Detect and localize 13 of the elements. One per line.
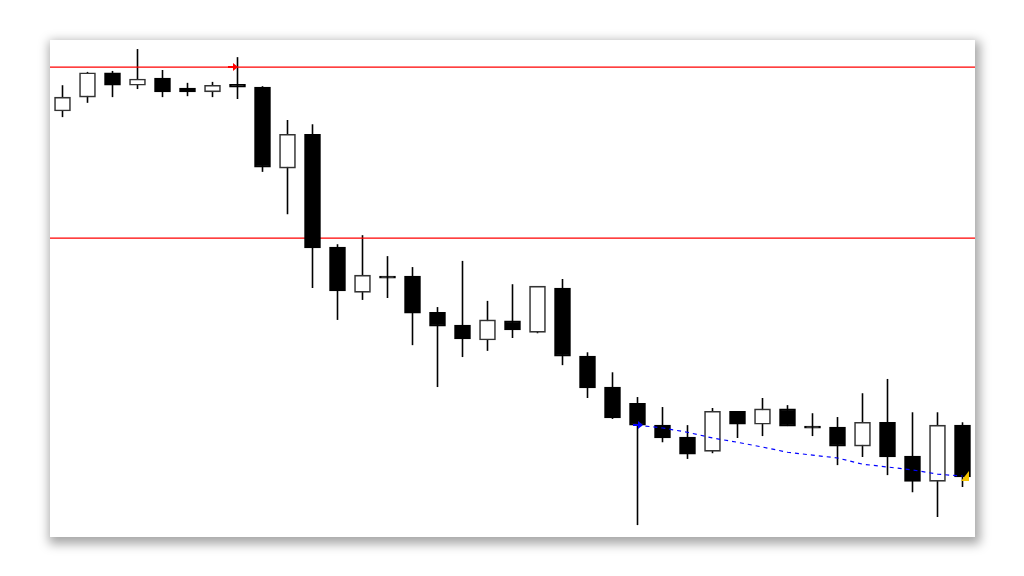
candlestick xyxy=(629,396,646,526)
candlestick xyxy=(904,411,921,494)
candlestick xyxy=(654,406,671,444)
candlestick xyxy=(454,260,471,358)
candlestick xyxy=(479,300,496,352)
candlestick xyxy=(429,306,446,388)
candlestick xyxy=(854,392,871,458)
candlestick xyxy=(504,283,521,339)
candlestick xyxy=(354,234,371,301)
candlestick xyxy=(104,70,121,98)
candlestick xyxy=(129,48,146,90)
candlestick xyxy=(829,416,846,466)
candlestick xyxy=(79,71,96,104)
